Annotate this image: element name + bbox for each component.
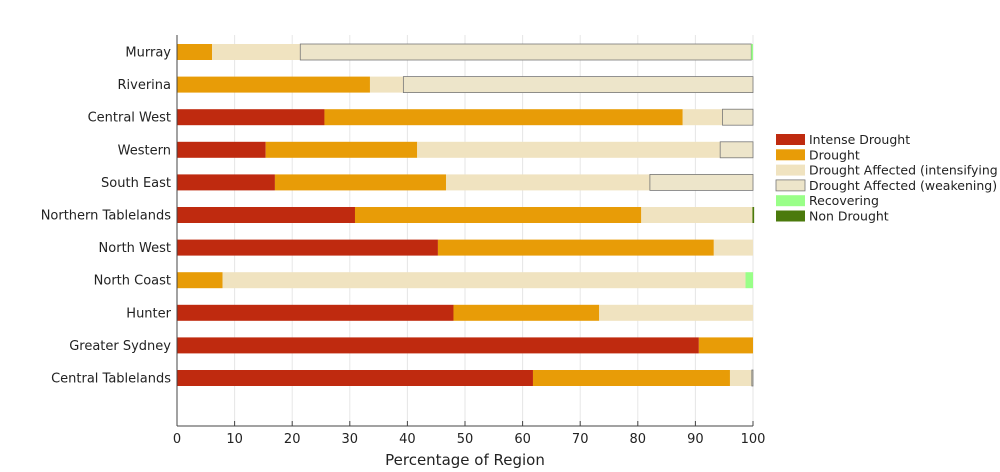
x-tick-label: 30: [342, 432, 359, 447]
category-label: Riverina: [118, 78, 172, 93]
category-label: Central Tablelands: [51, 372, 171, 387]
bar-segment: [698, 337, 753, 354]
legend-label: Drought: [809, 147, 860, 162]
bar-segment: [212, 44, 301, 60]
bar-segment: [177, 76, 370, 93]
x-tick-label: 0: [173, 432, 181, 447]
bar-segment: [177, 337, 699, 354]
bar-segment: [649, 173, 754, 191]
bar-segment: [369, 76, 404, 93]
bar-segment: [437, 239, 714, 256]
legend-swatch: [776, 134, 805, 145]
axes: [176, 35, 754, 427]
x-tick-label: 70: [572, 432, 589, 447]
category-labels: Murray Riverina Central West Western South E…: [41, 46, 172, 387]
bar-segment: [641, 207, 753, 223]
bar-segment: [599, 304, 753, 321]
bar-segment: [177, 109, 325, 126]
bar-segment: [177, 239, 438, 256]
bar-segment: [222, 272, 746, 289]
x-tick-label: 40: [399, 432, 416, 447]
bar-segment: [177, 272, 223, 289]
grid-lines: [234, 35, 754, 426]
bar-segment: [719, 141, 754, 159]
category-label: Murray: [125, 46, 171, 61]
category-label: Greater Sydney: [69, 339, 171, 354]
legend-swatch: [775, 179, 806, 192]
legend-swatch: [776, 149, 805, 161]
bar-segment: [265, 141, 418, 158]
category-label: North Coast: [94, 274, 171, 289]
x-tick-label: 60: [514, 432, 531, 447]
bar-segment: [177, 174, 275, 191]
legend-swatch: [776, 210, 805, 222]
category-label: Central West: [88, 111, 171, 126]
legend-swatch: [776, 164, 805, 176]
x-tick-label: 80: [630, 432, 647, 447]
x-axis-title: Percentage of Region: [385, 451, 545, 469]
bar-segment: [177, 141, 266, 158]
bar-segment: [752, 207, 755, 223]
bar-segment: [453, 304, 600, 321]
bar-segment: [324, 109, 683, 126]
category-label: North West: [99, 241, 171, 256]
x-tick-labels: 0 10 20 30 40 50 60 70 80 90 100: [173, 432, 766, 447]
category-label: South East: [101, 176, 171, 191]
legend-label: Drought Affected (intensifying: [809, 163, 998, 178]
x-tick-label: 50: [457, 432, 474, 447]
bar-segment: [682, 109, 723, 126]
bar-segment: [713, 239, 753, 256]
bar-segment: [729, 370, 752, 386]
bar-segment: [177, 304, 454, 321]
legend-label: Intense Drought: [809, 132, 910, 147]
x-tick-label: 100: [741, 432, 766, 447]
bar-segment: [751, 44, 753, 60]
bar-segment: [751, 369, 754, 387]
legend-swatch: [776, 195, 805, 207]
bar-segment: [722, 108, 754, 126]
bar-segment: [445, 174, 650, 191]
bar-segment: [417, 141, 721, 158]
bar-segment: [354, 207, 642, 223]
bar-segment: [274, 174, 446, 191]
bar-segment: [177, 44, 213, 60]
legend-label: Non Drought: [809, 209, 889, 224]
bar-segment: [745, 272, 753, 289]
bar-segment: [532, 370, 730, 386]
x-tick-label: 90: [687, 432, 704, 447]
category-label: Western: [118, 143, 171, 158]
bar-segment: [402, 76, 754, 93]
legend-label: Drought Affected (weakening): [809, 178, 997, 193]
legend-label: Recovering: [809, 193, 879, 208]
bar-segment: [177, 207, 355, 223]
category-label: Hunter: [126, 306, 171, 321]
bar-segment: [177, 370, 533, 386]
bar-segment: [299, 43, 752, 61]
bars: [177, 43, 755, 387]
x-tick-label: 10: [226, 432, 243, 447]
category-label: Northern Tablelands: [41, 209, 172, 224]
x-tick-label: 20: [284, 432, 301, 447]
